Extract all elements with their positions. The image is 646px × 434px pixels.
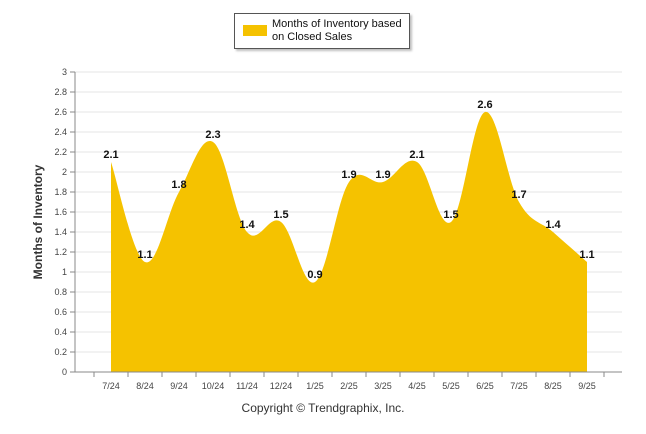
y-tick-label: 2.8: [54, 87, 67, 97]
y-tick-label: 0.4: [54, 327, 67, 337]
y-tick-label: 2: [62, 167, 67, 177]
x-tick-label: 7/24: [102, 381, 120, 391]
area-fill: [111, 111, 587, 372]
x-tick-label: 10/24: [202, 381, 225, 391]
legend: Months of Inventory based on Closed Sale…: [234, 13, 410, 49]
y-tick-label: 1.8: [54, 187, 67, 197]
y-tick-label: 0: [62, 367, 67, 377]
area-series: [111, 111, 587, 372]
data-label: 0.9: [307, 269, 322, 281]
data-label: 1.1: [579, 249, 594, 261]
y-tick-label: 2.2: [54, 147, 67, 157]
x-tick-label: 6/25: [476, 381, 494, 391]
x-tick-label: 8/24: [136, 381, 154, 391]
x-tick-label: 2/25: [340, 381, 358, 391]
data-label: 1.9: [341, 169, 356, 181]
data-label: 2.3: [205, 129, 220, 141]
data-label: 1.7: [511, 189, 526, 201]
data-label: 1.4: [545, 219, 561, 231]
data-label: 1.5: [273, 209, 288, 221]
data-label: 1.1: [137, 249, 152, 261]
x-tick-label: 12/24: [270, 381, 293, 391]
data-label: 1.8: [171, 179, 186, 191]
copyright-text: Copyright © Trendgraphix, Inc.: [241, 401, 405, 415]
y-tick-label: 0.2: [54, 347, 67, 357]
legend-swatch: [243, 25, 267, 36]
y-tick-label: 1.6: [54, 207, 67, 217]
data-label: 1.5: [443, 209, 458, 221]
data-labels: 2.1 1.1 1.8 2.3 1.4 1.5 0.9 1.9 1.9 2.1 1.5 2.6 1.7 1…: [103, 99, 594, 281]
x-tick-label: 9/24: [170, 381, 188, 391]
y-tick-label: 1: [62, 267, 67, 277]
y-tick-label: 0.8: [54, 287, 67, 297]
y-tick-label: 2.6: [54, 107, 67, 117]
x-tick-label: 7/25: [510, 381, 528, 391]
legend-label: Months of Inventory based on Closed Sale…: [272, 18, 402, 43]
axes: 0 0.2 0.4 0.6 0.8 1 1.2 1.4 1.6 1.8 2 2.2 2.4 2.6 2.8 3…: [54, 67, 622, 391]
x-tick-label: 11/24: [236, 381, 258, 391]
y-tick-label: 2.4: [54, 127, 67, 137]
y-axis-title: Months of Inventory: [31, 164, 45, 279]
data-label: 2.1: [103, 149, 118, 161]
data-label: 2.6: [477, 99, 492, 111]
x-tick-label: 4/25: [408, 381, 426, 391]
x-tick-label: 3/25: [374, 381, 392, 391]
y-tick-label: 1.2: [54, 247, 67, 257]
x-tick-label: 9/25: [578, 381, 596, 391]
x-tick-label: 8/25: [544, 381, 562, 391]
data-label: 1.4: [239, 219, 255, 231]
x-tick-label: 5/25: [442, 381, 460, 391]
data-label: 1.9: [375, 169, 390, 181]
y-tick-label: 1.4: [54, 227, 67, 237]
y-tick-label: 0.6: [54, 307, 67, 317]
x-tick-label: 1/25: [306, 381, 324, 391]
y-tick-label: 3: [62, 67, 67, 77]
data-label: 2.1: [409, 149, 424, 161]
